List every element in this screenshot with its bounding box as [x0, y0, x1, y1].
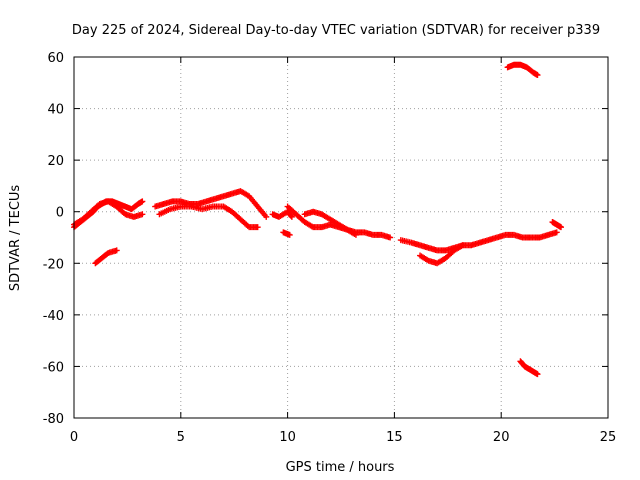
series-track-7: [280, 229, 293, 238]
data-point: [113, 247, 120, 254]
x-axis-title: GPS time / hours: [286, 460, 395, 475]
x-tick-label: 10: [279, 430, 296, 445]
series-track-11: [417, 242, 466, 267]
data-point: [459, 242, 466, 249]
data-point: [263, 213, 270, 220]
data-point: [254, 224, 261, 231]
series-track-3: [92, 247, 120, 267]
series-track-13: [504, 61, 541, 79]
y-axis-title: SDTVAR / TECUs: [8, 185, 23, 292]
data-point: [286, 231, 293, 238]
y-tick-label: -80: [43, 412, 64, 427]
data-point: [288, 213, 295, 220]
data-point: [534, 72, 541, 79]
x-tick-label: 5: [177, 430, 185, 445]
y-tick-label: -40: [43, 309, 64, 324]
series-track-5: [156, 203, 261, 231]
data-point: [387, 234, 394, 241]
data-point: [534, 371, 541, 378]
x-tick-label: 0: [70, 430, 78, 445]
data-point: [288, 213, 295, 220]
series-track-2: [71, 198, 146, 228]
y-tick-label: 20: [47, 154, 64, 169]
x-tick-label: 25: [600, 430, 617, 445]
y-tick-labels: 60 40 20 0 -20 -40 -60 -80: [43, 51, 64, 427]
data-point: [558, 224, 565, 231]
data-point: [553, 229, 560, 236]
data-point: [139, 211, 146, 218]
series-track-6: [269, 208, 295, 220]
y-tick-label: 40: [47, 103, 64, 118]
x-tick-labels: 0 5 10 15 20 25: [70, 430, 616, 445]
data-point: [139, 198, 146, 205]
axis-ticks: [73, 56, 609, 419]
y-tick-label: 60: [47, 51, 64, 66]
y-tick-label: 0: [56, 206, 64, 221]
chart-title: Day 225 of 2024, Sidereal Day-to-day VTE…: [72, 23, 600, 38]
series-track-12: [549, 219, 565, 231]
data-point: [352, 231, 359, 238]
plot-frame: [73, 56, 609, 419]
x-tick-label: 20: [493, 430, 510, 445]
series-track-4: [152, 188, 270, 220]
y-tick-label: -20: [43, 257, 64, 272]
series-track-9: [301, 208, 359, 238]
series-track-14: [517, 358, 541, 378]
series-track-10: [397, 229, 560, 254]
data-series: [71, 61, 565, 378]
y-tick-label: -60: [43, 360, 64, 375]
x-tick-label: 15: [386, 430, 403, 445]
